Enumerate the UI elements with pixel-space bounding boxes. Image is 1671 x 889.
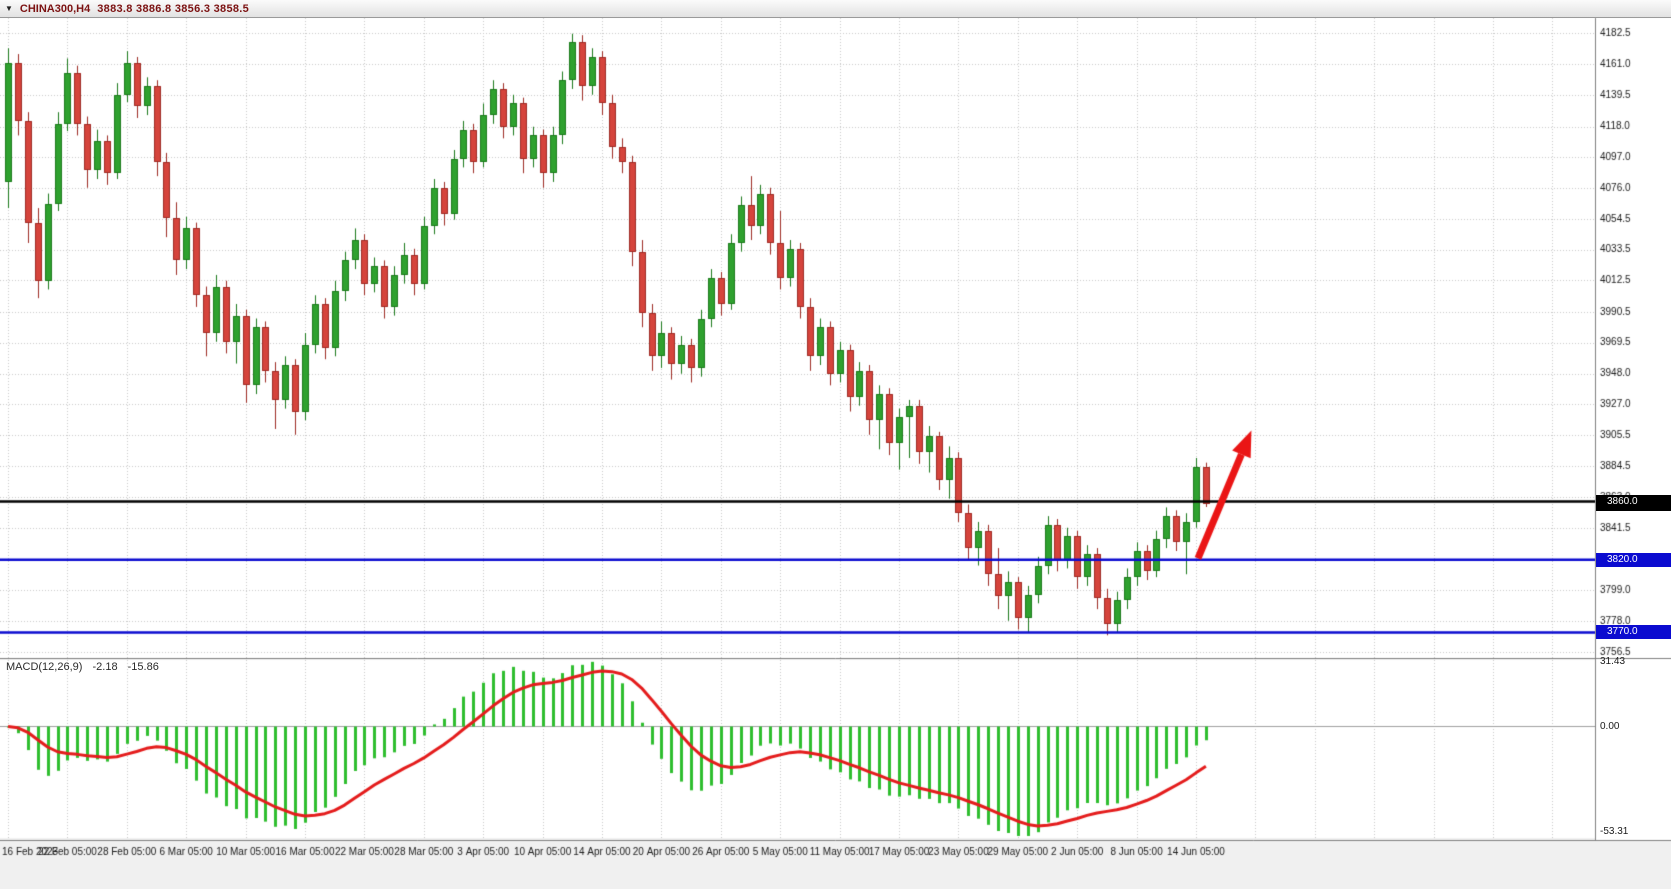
symbol-timeframe-label: CHINA300,H4 [19,2,91,15]
macd-scale-top-label: 31.43 [1600,656,1626,667]
chart-title-bar: ▼ CHINA300,H4 3883.8 3886.8 3856.3 3858.… [0,0,1671,18]
macd-name-label: MACD(12,26,9) [6,661,83,673]
macd-main-value: -2.18 [92,661,118,673]
macd-scale-zero-label: 0.00 [1600,720,1620,732]
price-level-tag[interactable]: 3860.0 [1596,494,1671,509]
macd-signal-value: -15.86 [127,661,159,673]
price-level-tag[interactable]: 3770.0 [1596,625,1671,640]
ohlc-quote-label: 3883.8 3886.8 3856.3 3858.5 [97,2,250,15]
macd-scale-bottom-label: -53.31 [1600,826,1629,837]
price-level-tag[interactable]: 3820.0 [1596,552,1671,567]
symbol-marker-icon: ▼ [5,3,13,13]
macd-indicator-label: MACD(12,26,9) -2.18 -15.86 [6,661,159,673]
